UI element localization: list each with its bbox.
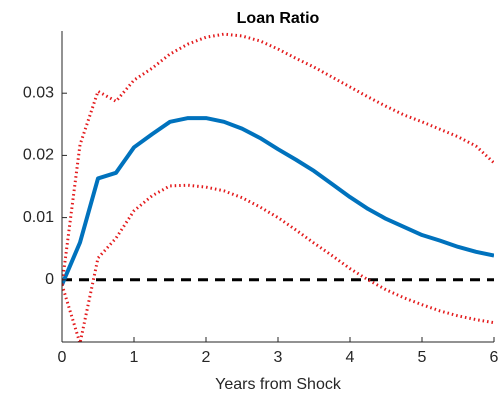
x-tick-label: 5 (418, 349, 427, 366)
x-tick-label: 4 (346, 349, 355, 366)
x-tick-label: 1 (130, 349, 139, 366)
y-tick-label: 0.02 (23, 147, 54, 164)
x-tick-label: 6 (490, 349, 499, 366)
y-tick-label: 0 (45, 271, 54, 288)
y-tick-label: 0.01 (23, 209, 54, 226)
plot-area (62, 32, 494, 342)
data-line (62, 116, 494, 286)
data-line (62, 183, 494, 342)
x-tick-label: 0 (58, 349, 67, 366)
y-tick-label: 0.03 (23, 84, 54, 101)
data-line (62, 32, 494, 285)
x-tick-label: 3 (274, 349, 283, 366)
chart-title: Loan Ratio (237, 10, 320, 27)
x-tick-label: 2 (202, 349, 211, 366)
x-axis-label: Years from Shock (215, 376, 342, 393)
